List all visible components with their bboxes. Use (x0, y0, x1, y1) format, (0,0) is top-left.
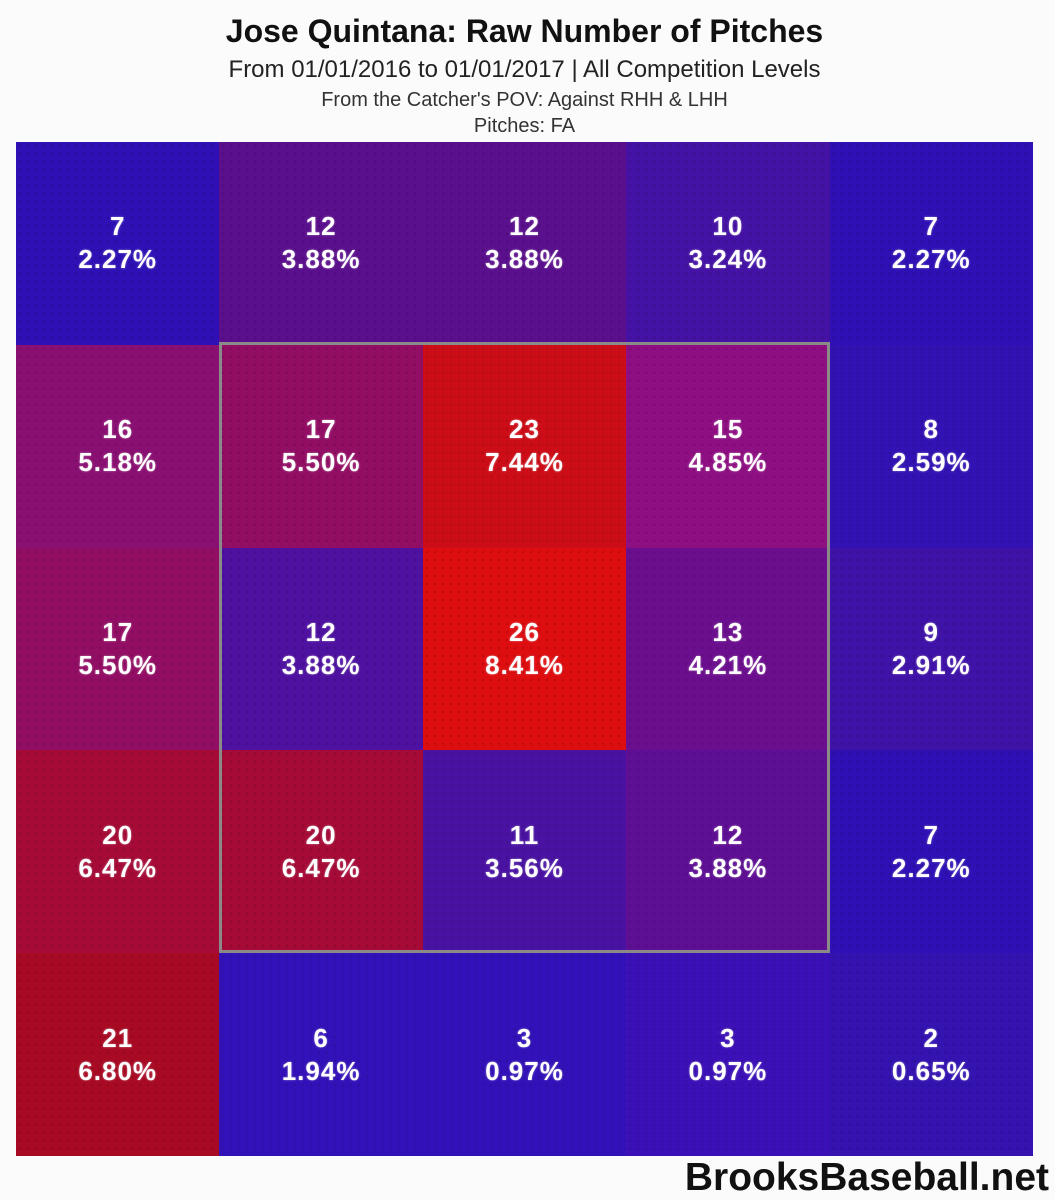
cell-count: 2 (923, 1022, 940, 1053)
cell-percent: 2.91% (891, 649, 971, 680)
heatmap-cell: 9 2.91% (829, 547, 1034, 751)
cell-percent: 0.65% (891, 1055, 971, 1086)
cell-percent: 7.44% (485, 447, 564, 478)
heatmap-cell: 11 3.56% (422, 750, 627, 954)
cell-percent: 6.47% (281, 852, 361, 883)
cell-percent: 0.97% (688, 1055, 768, 1086)
chart-subtitle-date-range: From 01/01/2016 to 01/01/2017 | All Comp… (228, 56, 821, 83)
cell-count: 13 (712, 616, 744, 647)
cell-percent: 4.21% (688, 649, 768, 680)
heatmap-cell: 15 4.85% (626, 344, 831, 548)
heatmap-cell: 10 3.24% (626, 142, 831, 345)
cell-count: 7 (923, 211, 940, 242)
heatmap-cell: 20 6.47% (16, 750, 220, 954)
heatmap-cell: 12 3.88% (219, 547, 424, 751)
cell-count: 7 (923, 819, 940, 850)
cell-percent: 3.88% (688, 852, 768, 883)
cell-percent: 2.27% (78, 244, 158, 275)
cell-percent: 6.47% (78, 852, 158, 883)
heatmap-cell: 26 8.41% (422, 547, 627, 751)
heatmap-cell: 17 5.50% (16, 547, 220, 751)
heatmap-cell: 12 3.88% (219, 142, 424, 345)
cell-count: 3 (720, 1022, 736, 1053)
heatmap-cell: 13 4.21% (626, 547, 831, 751)
cell-count: 21 (102, 1022, 134, 1053)
cell-percent: 0.97% (485, 1055, 564, 1086)
heatmap-cell: 7 2.27% (829, 750, 1034, 954)
cell-count: 12 (712, 819, 744, 850)
cell-percent: 3.88% (281, 244, 361, 275)
cell-count: 15 (712, 414, 744, 445)
heatmap-grid: 7 2.27% 12 3.88% 12 3.88% 10 3.24% 7 2.27% 16 5.18%… (16, 142, 1034, 1156)
cell-percent: 3.88% (281, 649, 361, 680)
cell-count: 3 (516, 1022, 533, 1053)
heatmap-cell: 12 3.88% (626, 750, 831, 954)
heatmap-cell: 3 0.97% (422, 953, 627, 1156)
chart-subtitle-pov: From the Catcher's POV: Against RHH & LH… (321, 89, 728, 111)
cell-count: 7 (109, 211, 126, 242)
cell-count: 10 (712, 211, 744, 242)
heatmap-cell: 23 7.44% (422, 344, 627, 548)
cell-percent: 3.56% (485, 852, 564, 883)
cell-count: 20 (102, 819, 134, 850)
cell-percent: 4.85% (688, 447, 768, 478)
cell-percent: 5.18% (78, 447, 158, 478)
cell-count: 23 (509, 414, 540, 445)
chart-title: Jose Quintana: Raw Number of Pitches (225, 13, 824, 49)
cell-count: 12 (509, 211, 540, 242)
cell-count: 17 (102, 616, 134, 647)
heatmap-cell: 8 2.59% (829, 344, 1034, 548)
heatmap-cell: 3 0.97% (626, 953, 831, 1156)
cell-percent: 5.50% (281, 447, 361, 478)
cell-count: 26 (509, 616, 540, 647)
cell-percent: 3.24% (688, 244, 768, 275)
cell-count: 8 (923, 414, 940, 445)
cell-count: 16 (102, 414, 134, 445)
cell-percent: 6.80% (78, 1055, 158, 1086)
cell-percent: 2.27% (891, 244, 971, 275)
cell-count: 20 (305, 819, 337, 850)
cell-count: 11 (509, 819, 540, 850)
cell-percent: 2.59% (891, 447, 971, 478)
heatmap-cell: 7 2.27% (16, 142, 220, 345)
cell-percent: 8.41% (485, 649, 564, 680)
cell-percent: 5.50% (78, 649, 158, 680)
cell-percent: 1.94% (281, 1055, 361, 1086)
heatmap-cell: 12 3.88% (422, 142, 627, 345)
cell-count: 6 (313, 1022, 329, 1053)
chart-header: Jose Quintana: Raw Number of Pitches Fro… (0, 14, 1049, 139)
heatmap-cell: 16 5.18% (16, 344, 220, 548)
heatmap-cell: 7 2.27% (829, 142, 1034, 345)
cell-percent: 3.88% (485, 244, 564, 275)
heatmap-cell: 17 5.50% (219, 344, 424, 548)
cell-percent: 2.27% (891, 852, 971, 883)
cell-count: 9 (923, 616, 940, 647)
brand-watermark: BrooksBaseball.net (684, 1156, 1049, 1199)
heatmap-cell: 21 6.80% (16, 953, 220, 1156)
cell-count: 17 (305, 414, 337, 445)
cell-count: 12 (305, 616, 337, 647)
heatmap-cell: 6 1.94% (219, 953, 424, 1156)
heatmap-cell: 2 0.65% (829, 953, 1034, 1156)
chart-subtitle-pitch-type: Pitches: FA (473, 115, 576, 137)
heatmap-cell: 20 6.47% (219, 750, 424, 954)
cell-count: 12 (305, 211, 337, 242)
